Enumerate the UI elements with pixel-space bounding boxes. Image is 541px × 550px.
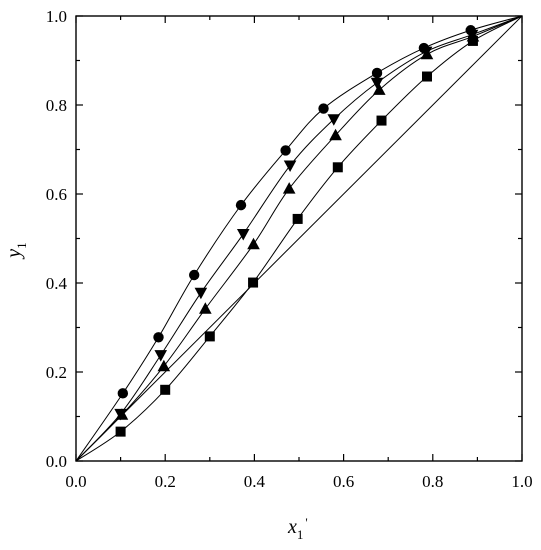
y-tick-label: 0.4 [46, 274, 68, 293]
data-point-circle [280, 145, 291, 156]
x-tick-label: 0.6 [333, 472, 354, 491]
y-tick-label: 1.0 [46, 7, 67, 26]
data-point-triangle-up [420, 47, 434, 60]
x-axis-title-prime: ' [305, 515, 307, 530]
y-axis-title-main: y [3, 249, 25, 260]
x-axis-title-main: x [287, 516, 297, 538]
data-point-square [376, 115, 387, 126]
data-point-triangle-down [236, 229, 250, 241]
data-point-square [332, 162, 343, 173]
x-tick-label: 0.4 [244, 472, 266, 491]
data-point-triangle-up [115, 408, 129, 420]
y-axis-title: y1 [3, 242, 29, 259]
series-triangle-up-line [75, 15, 523, 462]
data-point-square [292, 213, 303, 224]
y-tick-label: 0.2 [46, 363, 67, 382]
data-point-triangle-down [327, 114, 341, 126]
series-circle-line [75, 15, 523, 462]
data-point-triangle-down [154, 350, 168, 362]
data-point-circle [153, 332, 164, 343]
data-point-triangle-down [283, 160, 297, 173]
x-tick-label: 0.2 [155, 472, 176, 491]
data-point-circle [371, 67, 383, 79]
data-point-square [115, 426, 126, 437]
data-point-square [422, 71, 433, 82]
axes-layer: 0.0 0.2 0.4 0.6 0.8 1.00.00.20.40.60.81.0x1'y… [3, 7, 533, 542]
data-point-triangle-up [329, 128, 342, 141]
data-point-triangle-down [194, 287, 208, 300]
data-point-square [467, 35, 478, 46]
x-tick-label: 0.8 [422, 472, 443, 491]
diagonal-line [75, 15, 523, 462]
y-tick-label: 0.8 [46, 96, 67, 115]
y-tick-label: 0.0 [46, 452, 67, 471]
x-axis-title-subscript: 1 [297, 527, 304, 542]
data-point-square [204, 331, 215, 342]
data-point-circle [117, 388, 129, 399]
data-point-triangle-up [372, 83, 386, 95]
series-triangle-down-line [75, 15, 523, 462]
data-point-circle [235, 199, 247, 211]
data-point-triangle-down [370, 77, 384, 90]
x-tick-label: 1.0 [511, 472, 532, 491]
data-point-triangle-up [199, 302, 212, 314]
plot-layer [75, 15, 523, 462]
x-tick-label: 0.0 [65, 472, 86, 491]
y-tick-label: 0.6 [46, 185, 67, 204]
data-point-square [160, 384, 171, 395]
data-point-circle [318, 103, 329, 114]
data-point-triangle-up [282, 182, 296, 194]
x-axis-title: x1' [287, 515, 308, 542]
data-point-triangle-up [247, 237, 260, 250]
data-point-circle [188, 269, 200, 281]
data-point-triangle-up [157, 359, 171, 372]
y-axis-title-subscript: 1 [14, 242, 29, 249]
data-point-square [248, 277, 259, 288]
